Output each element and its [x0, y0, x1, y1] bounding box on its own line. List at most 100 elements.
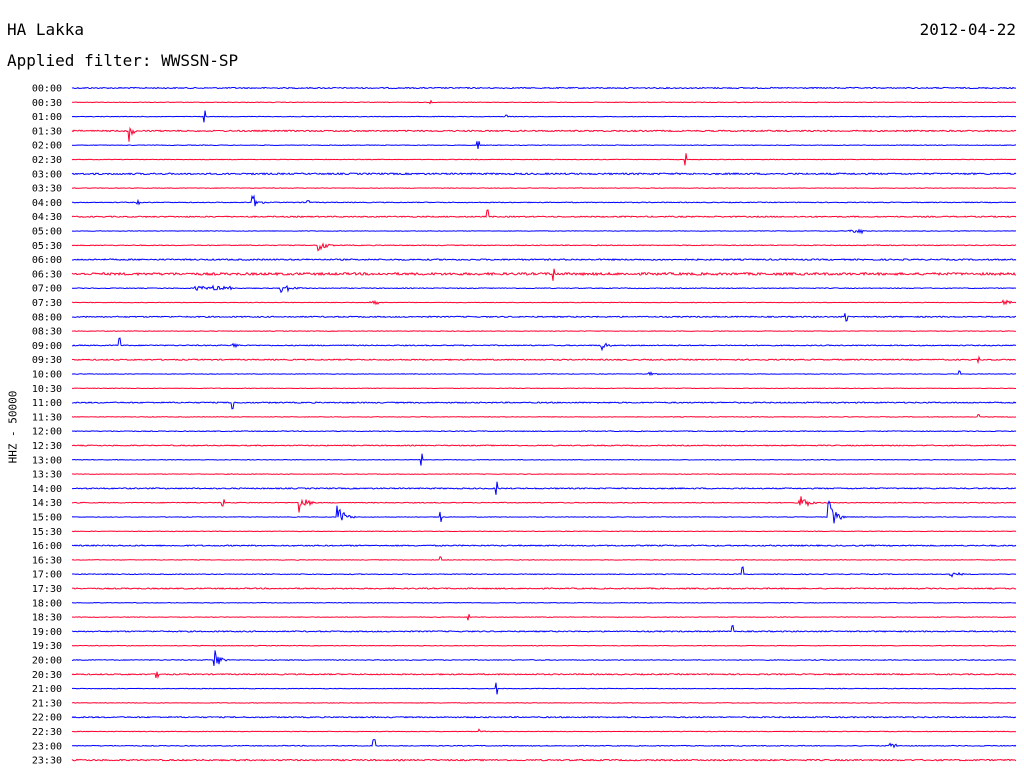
date-label: 2012-04-22: [919, 20, 1016, 39]
seismic-trace-row: [71, 430, 1017, 433]
row-time-label: 19:30: [32, 641, 62, 652]
seismic-trace-row: [71, 153, 1017, 166]
seismic-trace-row: [71, 728, 1017, 733]
row-time-label: 11:00: [32, 398, 62, 409]
row-time-label: 16:00: [32, 541, 62, 552]
seismic-trace-row: [71, 671, 1017, 679]
seismic-trace-row: [71, 172, 1017, 176]
seismic-trace-row: [71, 299, 1017, 306]
row-time-label: 14:30: [32, 498, 62, 509]
seismic-trace-row: [71, 330, 1017, 332]
row-time-label: 17:00: [32, 570, 62, 581]
row-time-label: 10:30: [32, 384, 62, 395]
row-time-label: 06:30: [32, 269, 62, 280]
row-time-label: 09:30: [32, 355, 62, 366]
row-time-label: 01:30: [32, 126, 62, 137]
row-time-label: 07:30: [32, 298, 62, 309]
seismic-trace-row: [71, 556, 1017, 561]
row-time-label: 18:30: [32, 613, 62, 624]
station-title: HA Lakka: [7, 20, 85, 39]
row-time-label: 15:30: [32, 527, 62, 538]
seismic-trace-row: [71, 86, 1017, 90]
seismic-trace-row: [71, 650, 1017, 666]
row-time-label: 18:00: [32, 598, 62, 609]
row-time-label: 02:00: [32, 141, 62, 152]
row-time-label: 12:30: [32, 441, 62, 452]
seismic-trace-row: [71, 614, 1017, 621]
seismic-trace-row: [71, 355, 1017, 365]
seismic-trace-row: [71, 242, 1017, 252]
row-time-label: 04:30: [32, 212, 62, 223]
seismic-trace-row: [71, 258, 1017, 262]
row-time-label: 08:00: [32, 312, 62, 323]
row-time-label: 03:00: [32, 169, 62, 180]
seismic-trace-row: [71, 496, 1017, 513]
row-time-label: 12:00: [32, 427, 62, 438]
seismic-trace-row: [71, 187, 1017, 189]
row-time-label: 08:30: [32, 327, 62, 338]
row-time-label: 22:00: [32, 713, 62, 724]
seismic-trace-row: [71, 702, 1017, 704]
row-time-label: 01:00: [32, 112, 62, 123]
seismic-trace-row: [71, 587, 1017, 590]
seismic-trace-row: [71, 110, 1017, 123]
seismic-trace-row: [71, 566, 1017, 578]
seismic-trace-row: [72, 738, 1017, 749]
row-time-label: 20:00: [32, 656, 62, 667]
seismic-trace-row: [71, 414, 1017, 418]
seismic-trace-row: [71, 715, 1017, 719]
row-time-label: 21:30: [32, 698, 62, 709]
seismic-trace-row: [71, 500, 1017, 524]
row-time-label: 23:30: [32, 756, 62, 767]
seismic-trace-row: [71, 530, 1017, 533]
row-time-label: 22:30: [32, 727, 62, 738]
seismic-trace-row: [71, 337, 1017, 352]
row-time-label: 15:00: [32, 513, 62, 524]
row-time-label: 11:30: [32, 412, 62, 423]
row-time-label: 09:00: [32, 341, 62, 352]
seismic-trace-row: [71, 99, 1017, 105]
row-time-label: 04:00: [32, 198, 62, 209]
row-time-label: 00:00: [32, 84, 62, 95]
seismic-trace-row: [71, 453, 1017, 466]
row-time-label: 17:30: [32, 584, 62, 595]
seismic-trace-row: [71, 228, 1017, 235]
seismic-trace-row: [71, 401, 1017, 410]
row-time-label: 05:00: [32, 227, 62, 238]
seismic-trace-row: [71, 481, 1017, 495]
row-time-label: 07:00: [32, 284, 62, 295]
seismic-trace-row: [71, 313, 1017, 322]
row-time-label: 10:00: [32, 370, 62, 381]
seismic-trace-row: [71, 601, 1017, 604]
seismic-trace-row: [71, 387, 1017, 390]
filter-label: Applied filter: WWSSN-SP: [7, 51, 239, 70]
seismic-trace-row: [71, 444, 1017, 447]
row-time-label: 23:00: [32, 741, 62, 752]
seismic-trace-row: [71, 370, 1017, 377]
row-time-label: 03:30: [32, 184, 62, 195]
seismic-trace-row: [71, 758, 1017, 762]
seismic-trace-row: [71, 126, 1017, 142]
row-time-label: 14:00: [32, 484, 62, 495]
row-time-label: 02:30: [32, 155, 62, 166]
seismic-trace-row: [71, 644, 1017, 647]
seismic-trace-row: [71, 624, 1017, 633]
seismic-trace-row: [71, 194, 1017, 207]
row-time-label: 00:30: [32, 98, 62, 109]
row-time-label: 06:00: [32, 255, 62, 266]
row-time-label: 13:00: [32, 455, 62, 466]
seismic-trace-row: [71, 544, 1017, 547]
seismic-trace-row: [71, 682, 1017, 695]
row-time-label: 19:00: [32, 627, 62, 638]
row-time-label: 16:30: [32, 555, 62, 566]
seismic-trace-row: [71, 268, 1017, 281]
row-time-label: 21:00: [32, 684, 62, 695]
seismic-trace-row: [71, 141, 1017, 150]
seismic-trace-row: [71, 209, 1017, 218]
row-time-label: 20:30: [32, 670, 62, 681]
row-time-label: 13:30: [32, 470, 62, 481]
row-time-label: 05:30: [32, 241, 62, 252]
seismic-trace-row: [71, 284, 1017, 294]
seismic-trace-row: [71, 473, 1017, 475]
